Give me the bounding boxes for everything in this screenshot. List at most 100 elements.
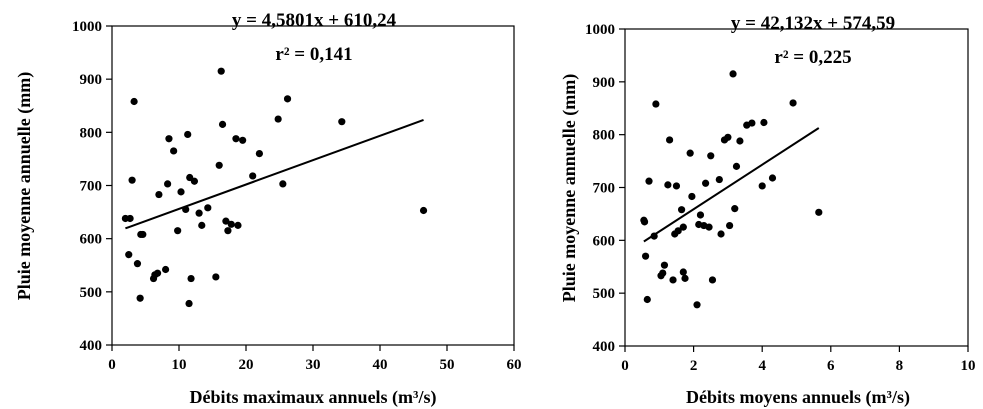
point-right-4 bbox=[645, 177, 653, 185]
y-tick-label-right-0: 400 bbox=[593, 339, 616, 355]
point-left-8 bbox=[139, 230, 147, 239]
point-left-36 bbox=[234, 221, 242, 229]
point-left-30 bbox=[217, 67, 225, 75]
y-tick-label-left-5: 900 bbox=[80, 72, 103, 88]
trendline-left bbox=[125, 119, 424, 230]
point-left-17 bbox=[174, 227, 182, 235]
point-right-29 bbox=[708, 276, 717, 284]
x-tick-label-left-2: 20 bbox=[239, 357, 254, 373]
x-tick-label-left-5: 50 bbox=[440, 357, 455, 373]
point-left-20 bbox=[184, 130, 192, 139]
point-left-35 bbox=[232, 135, 240, 143]
y-tick-label-right-1: 500 bbox=[593, 286, 616, 302]
point-left-18 bbox=[177, 188, 185, 196]
x-axis-right: 0 2 4 6 8 10 bbox=[621, 346, 976, 374]
point-left-16 bbox=[170, 147, 178, 155]
point-left-1 bbox=[125, 251, 133, 259]
x-tick-label-left-0: 0 bbox=[108, 357, 116, 373]
y-tick-label-right-2: 600 bbox=[593, 233, 616, 249]
point-right-42 bbox=[760, 118, 768, 127]
equation-left: y = 4,5801x + 610,24 bbox=[232, 10, 397, 31]
plot-frame-left bbox=[111, 25, 515, 346]
points-right bbox=[640, 70, 823, 309]
point-left-25 bbox=[195, 209, 203, 217]
point-right-9 bbox=[660, 261, 669, 269]
point-right-28 bbox=[707, 152, 715, 160]
chart-left: 400 500 600 700 800 900 1000 0 10 20 30 40 50 60 y =… bbox=[14, 10, 522, 408]
point-left-4 bbox=[130, 97, 138, 106]
y-tick-label-left-3: 700 bbox=[80, 179, 103, 195]
point-left-6 bbox=[136, 294, 144, 302]
x-tick-label-left-3: 30 bbox=[306, 357, 321, 373]
point-left-41 bbox=[279, 180, 287, 188]
point-right-35 bbox=[729, 70, 737, 78]
point-left-22 bbox=[185, 299, 193, 308]
point-left-23 bbox=[187, 274, 195, 283]
x-tick-label-right-1: 2 bbox=[690, 358, 698, 374]
y-tick-label-right-3: 700 bbox=[593, 181, 616, 197]
y-axis-label-right: Pluie moyenne annuelle (mm) bbox=[559, 74, 580, 302]
point-right-22 bbox=[693, 301, 701, 309]
x-tick-label-right-3: 6 bbox=[827, 358, 835, 374]
y-tick-label-left-2: 600 bbox=[80, 232, 103, 248]
point-left-12 bbox=[155, 190, 163, 199]
x-tick-label-right-4: 8 bbox=[896, 358, 904, 374]
point-right-31 bbox=[717, 230, 725, 238]
point-left-44 bbox=[419, 206, 428, 215]
point-left-43 bbox=[338, 118, 346, 126]
y-axis-left: 400 500 600 700 800 900 1000 bbox=[72, 19, 112, 354]
x-tick-label-left-6: 60 bbox=[507, 357, 522, 373]
point-right-21 bbox=[688, 192, 696, 201]
point-left-38 bbox=[249, 172, 257, 180]
y-tick-label-right-4: 800 bbox=[593, 128, 616, 144]
point-left-14 bbox=[164, 180, 172, 188]
point-left-5 bbox=[133, 260, 142, 268]
point-left-27 bbox=[204, 204, 212, 212]
equation-right: y = 42,132x + 574,59 bbox=[731, 13, 895, 34]
y-tick-label-left-0: 400 bbox=[80, 338, 103, 354]
point-right-33 bbox=[724, 133, 732, 141]
y-tick-label-right-6: 1000 bbox=[585, 22, 615, 38]
point-right-14 bbox=[672, 182, 681, 190]
point-left-3 bbox=[128, 176, 136, 184]
point-right-18 bbox=[679, 223, 687, 231]
x-axis-label-right: Débits moyens annuels (m³/s) bbox=[686, 387, 910, 408]
x-tick-label-right-2: 4 bbox=[758, 358, 766, 374]
point-right-44 bbox=[789, 99, 797, 107]
point-right-34 bbox=[726, 221, 734, 230]
point-right-6 bbox=[652, 100, 660, 108]
x-axis-label-left: Débits maximaux annuels (m³/s) bbox=[190, 387, 437, 408]
point-left-33 bbox=[224, 227, 232, 235]
point-right-3 bbox=[643, 295, 651, 304]
point-right-26 bbox=[702, 179, 710, 187]
point-right-45 bbox=[815, 208, 823, 216]
y-tick-label-left-1: 500 bbox=[80, 285, 103, 301]
point-left-2 bbox=[126, 214, 134, 223]
y-axis-label-left: Pluie moyenne annuelle (mm) bbox=[14, 72, 35, 300]
point-left-31 bbox=[218, 120, 227, 128]
x-tick-label-left-1: 10 bbox=[172, 357, 187, 373]
points-left bbox=[121, 67, 428, 308]
x-tick-label-right-5: 10 bbox=[961, 358, 976, 374]
point-left-37 bbox=[239, 136, 247, 144]
y-axis-right: 400 500 600 700 800 900 1000 bbox=[585, 22, 625, 355]
x-tick-label-right-0: 0 bbox=[621, 358, 629, 374]
point-right-8 bbox=[659, 269, 667, 277]
point-right-2 bbox=[641, 252, 650, 260]
point-right-38 bbox=[736, 137, 744, 145]
y-tick-label-left-6: 1000 bbox=[72, 19, 102, 35]
point-right-40 bbox=[748, 119, 756, 127]
point-right-11 bbox=[665, 136, 674, 144]
point-right-16 bbox=[677, 206, 686, 214]
r2-right: r² = 0,225 bbox=[774, 47, 851, 68]
point-left-39 bbox=[255, 150, 263, 158]
point-left-34 bbox=[227, 220, 235, 228]
point-left-42 bbox=[283, 95, 292, 103]
point-right-41 bbox=[758, 182, 766, 190]
point-left-32 bbox=[222, 217, 230, 225]
point-right-1 bbox=[640, 218, 649, 226]
point-right-12 bbox=[669, 276, 677, 284]
point-left-29 bbox=[215, 161, 223, 169]
point-left-11 bbox=[153, 269, 162, 277]
